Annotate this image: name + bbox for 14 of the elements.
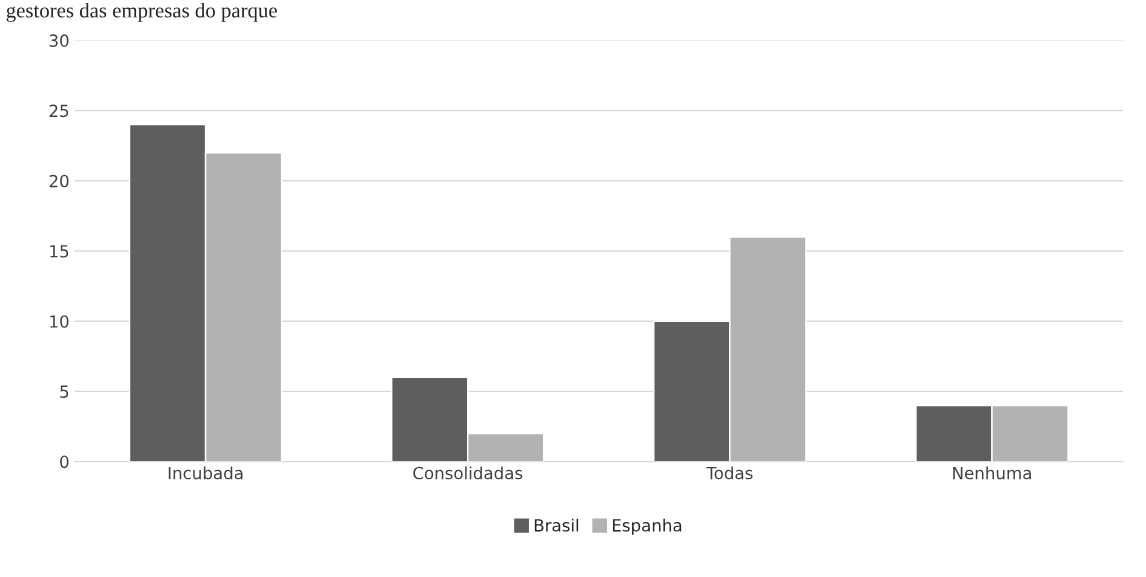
x-tick-label: Nenhuma: [953, 466, 1031, 480]
y-tick-label: 30: [49, 34, 69, 47]
chart-title: gestores das empresas do parque: [6, 2, 277, 22]
y-tick-label: 15: [50, 245, 69, 258]
x-tick-label: Incubada: [168, 466, 243, 480]
y-tick-label: 0: [60, 455, 69, 469]
y-tick-label: 20: [49, 174, 69, 188]
x-tick-label: Todas: [706, 466, 753, 480]
legend-label: Brasil: [534, 518, 579, 532]
legend-label: Espanha: [612, 518, 682, 535]
y-tick-label: 10: [50, 315, 69, 328]
y-tick-label: 25: [49, 104, 69, 118]
y-tick-label: 5: [60, 385, 69, 398]
x-tick-label: Consolidadas: [413, 466, 523, 480]
